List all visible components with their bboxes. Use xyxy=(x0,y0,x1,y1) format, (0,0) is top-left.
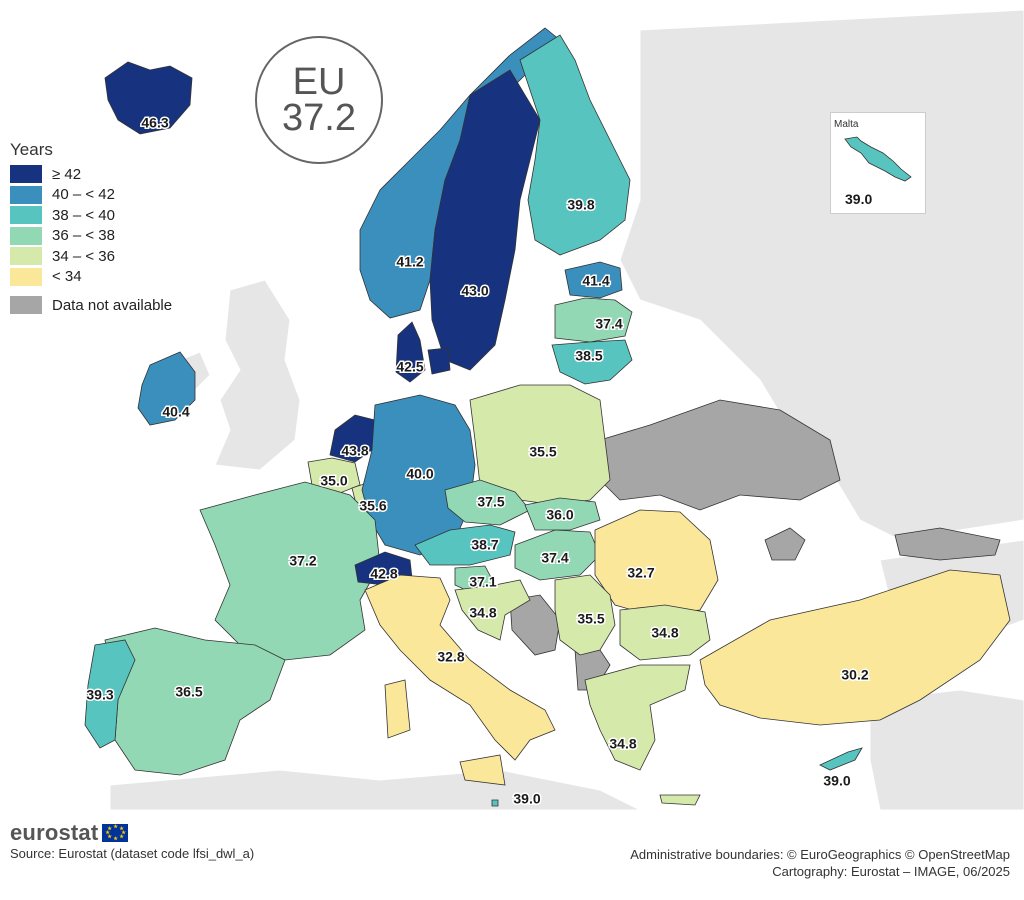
legend-swatch xyxy=(10,267,42,286)
value-label-ireland: 40.4 xyxy=(162,404,189,420)
legend-swatch xyxy=(10,185,42,204)
eu-badge-value: 37.2 xyxy=(282,97,356,139)
region-estonia xyxy=(564,261,623,299)
region-ireland xyxy=(137,351,196,426)
legend-row: ≥ 42 xyxy=(10,164,172,185)
value-label-lithuania: 38.5 xyxy=(575,348,602,364)
region-iceland xyxy=(104,61,193,135)
region-greece xyxy=(584,664,701,806)
region-not-available xyxy=(509,594,561,656)
countries-layer xyxy=(84,27,1011,807)
region-lithuania xyxy=(551,339,633,385)
region-italy xyxy=(364,574,556,786)
region-portugal xyxy=(84,639,136,749)
region-france xyxy=(199,481,381,661)
legend: Years ≥ 42 40 – < 42 38 – < 40 36 – < 38 34 … xyxy=(10,140,172,316)
value-label-cyprus: 39.0 xyxy=(823,773,850,789)
value-label-serbia: 35.5 xyxy=(577,611,604,627)
malta-inset-shape xyxy=(844,136,912,182)
brand-text: eurostat xyxy=(10,820,99,845)
value-label-france: 37.2 xyxy=(289,553,316,569)
region-hungary xyxy=(514,529,601,581)
legend-swatch xyxy=(10,206,42,225)
legend-swatch-not-available xyxy=(10,296,42,315)
legend-label: 36 – < 38 xyxy=(52,227,115,245)
region-italy-south xyxy=(491,799,499,807)
eu-badge-label: EU xyxy=(292,61,346,103)
region-czechia xyxy=(444,479,531,526)
legend-row: 38 – < 40 xyxy=(10,205,172,226)
legend-label: ≥ 42 xyxy=(52,165,82,183)
legend-label-not-available: Data not available xyxy=(52,296,173,314)
region-denmark xyxy=(395,321,451,383)
region-finland xyxy=(519,34,631,256)
region-poland xyxy=(469,384,611,506)
value-label-denmark: 42.5 xyxy=(396,359,423,375)
malta-inset-title: Malta xyxy=(834,119,859,130)
value-label-finland: 39.8 xyxy=(567,197,594,213)
value-label-belgium: 35.0 xyxy=(320,473,347,489)
legend-classes: ≥ 42 40 – < 42 38 – < 40 36 – < 38 34 – < 36… xyxy=(10,164,172,287)
legend-row: 40 – < 42 xyxy=(10,185,172,206)
value-label-hungary: 37.4 xyxy=(541,550,568,566)
region-bulgaria xyxy=(619,604,711,661)
value-label-poland: 35.5 xyxy=(529,444,556,460)
value-label-austria: 38.7 xyxy=(471,537,498,553)
legend-swatch xyxy=(10,226,42,245)
boundaries-credit: Administrative boundaries: © EuroGeograp… xyxy=(630,847,1010,862)
value-labels-layer: 46.3 41.2 43.0 39.8 41.4 37.4 38.5 42.5 40.4 43.8… xyxy=(85,113,870,808)
value-label-netherlands: 43.8 xyxy=(341,443,368,459)
value-label-germany: 40.0 xyxy=(406,466,433,482)
malta-inset-value: 39.0 xyxy=(845,191,873,207)
value-label-luxembourg: 35.6 xyxy=(359,498,386,514)
value-label-slovenia: 37.1 xyxy=(469,574,496,590)
region-cyprus xyxy=(819,747,863,771)
region-serbia xyxy=(554,574,616,656)
value-label-switzerland: 42.8 xyxy=(370,566,397,582)
value-label-estonia: 41.4 xyxy=(582,273,609,289)
legend-title: Years xyxy=(10,140,53,159)
legend-row-not-available: Data not available xyxy=(10,295,172,316)
legend-label: 34 – < 36 xyxy=(52,247,115,265)
legend-label: 38 – < 40 xyxy=(52,206,115,224)
region-not-available xyxy=(894,527,1001,561)
region-latvia xyxy=(554,297,633,343)
value-label-croatia: 34.8 xyxy=(469,605,496,621)
malta-inset: Malta 39.0 xyxy=(830,112,926,214)
region-austria xyxy=(414,524,516,566)
eu-average-badge: EU 37.2 xyxy=(255,36,383,164)
eurostat-logo: eurostat ★ ★ ★ ★ ★ ★ ★ ★ xyxy=(10,820,129,846)
legend-swatch xyxy=(10,247,42,266)
value-label-norway: 41.2 xyxy=(396,254,423,270)
legend-label: < 34 xyxy=(52,268,82,286)
legend-row: 36 – < 38 xyxy=(10,226,172,247)
value-label-latvia: 37.4 xyxy=(595,316,622,332)
region-not-available xyxy=(764,527,806,561)
value-label-iceland: 46.3 xyxy=(141,115,168,131)
region-sweden xyxy=(429,69,541,371)
value-label-czechia: 37.5 xyxy=(477,494,504,510)
eu-flag-icon: ★ ★ ★ ★ ★ ★ ★ ★ xyxy=(102,824,129,842)
legend-swatch xyxy=(10,165,42,184)
region-croatia xyxy=(454,579,531,641)
cartography-credit: Cartography: Eurostat – IMAGE, 06/2025 xyxy=(772,864,1010,879)
value-label-sweden: 43.0 xyxy=(461,283,488,299)
value-label-italy-south: 39.0 xyxy=(513,791,540,807)
legend-row: 34 – < 36 xyxy=(10,246,172,267)
source-note: Source: Eurostat (dataset code lfsi_dwl_… xyxy=(10,846,255,861)
legend-label: 40 – < 42 xyxy=(52,186,115,204)
region-turkiye xyxy=(699,569,1011,726)
value-label-bulgaria: 34.8 xyxy=(651,625,678,641)
legend-row: < 34 xyxy=(10,267,172,288)
credits: Administrative boundaries: © EuroGeograp… xyxy=(630,846,1010,880)
value-label-portugal: 39.3 xyxy=(86,687,113,703)
value-label-spain: 36.5 xyxy=(175,684,202,700)
value-label-slovakia: 36.0 xyxy=(546,507,573,523)
value-label-greece: 34.8 xyxy=(609,736,636,752)
region-not-available xyxy=(599,399,841,511)
region-slovakia xyxy=(524,497,601,531)
value-label-italy: 32.8 xyxy=(437,649,464,665)
value-label-turkiye: 30.2 xyxy=(841,667,868,683)
value-label-romania: 32.7 xyxy=(627,565,654,581)
